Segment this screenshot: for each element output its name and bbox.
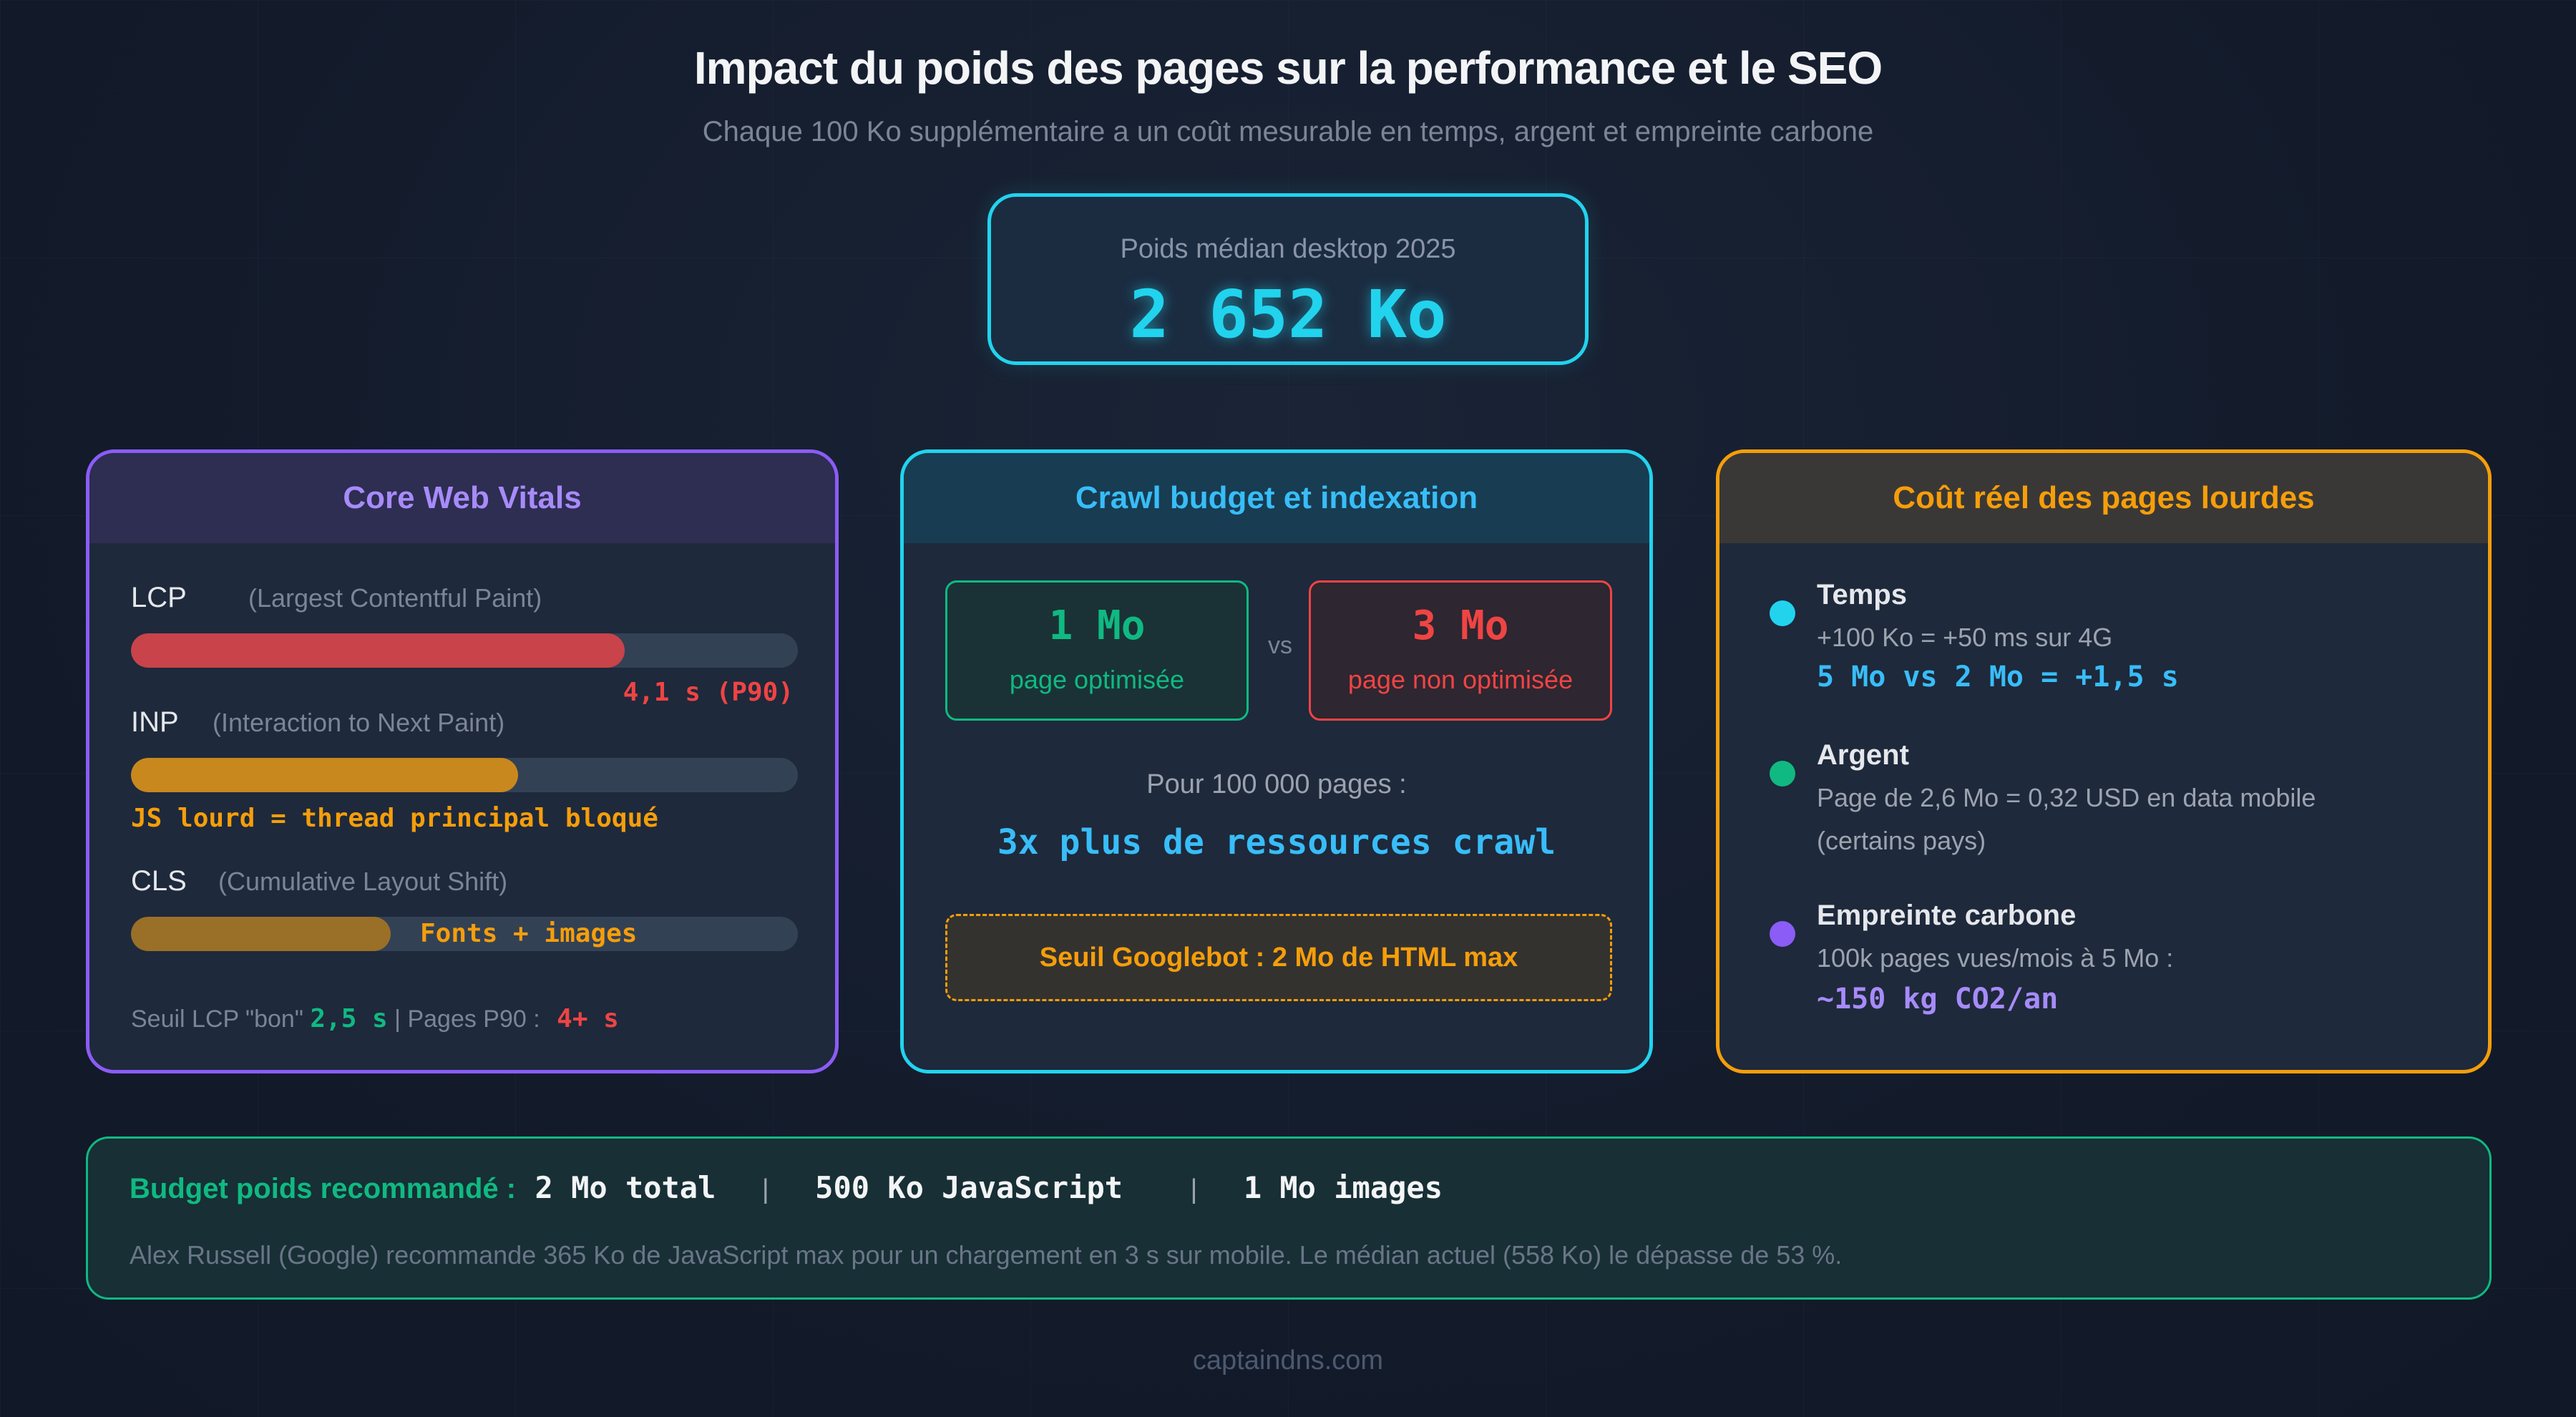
googlebot-threshold: Seuil Googlebot : 2 Mo de HTML max: [945, 914, 1612, 1001]
lcp-name: LCP: [131, 582, 187, 613]
carbon-highlight: ~150 kg CO2/an: [1817, 983, 2059, 1016]
money-title: Argent: [1817, 739, 1909, 771]
lcp-threshold-good: 2,5 s: [310, 1004, 388, 1033]
lcp-bar-fill: [131, 633, 625, 668]
carbon-title: Empreinte carbone: [1817, 900, 2077, 931]
lcp-threshold-label: Seuil LCP "bon": [131, 1005, 303, 1033]
pages-count-label: Pour 100 000 pages :: [1146, 769, 1407, 799]
optimized-page-box: 1 Mo page optimisée: [945, 580, 1249, 721]
lcp-bar-track: [131, 633, 798, 668]
lcp-threshold-bad: 4+ s: [557, 1004, 619, 1033]
inp-desc: (Interaction to Next Paint): [213, 708, 505, 737]
core-web-vitals-title: Core Web Vitals: [89, 453, 835, 543]
inp-bar-track: [131, 758, 798, 792]
budget-label: Budget poids recommandé :: [130, 1173, 517, 1204]
page-subtitle: Chaque 100 Ko supplémentaire a un coût m…: [702, 116, 1874, 147]
budget-total: 2 Mo total: [535, 1170, 716, 1205]
carbon-text: 100k pages vues/mois à 5 Mo :: [1817, 943, 2174, 973]
median-weight-box: Poids médian desktop 2025 2 652 Ko: [987, 193, 1589, 365]
vs-label: vs: [1268, 632, 1292, 659]
crawl-resources-result: 3x plus de ressources crawl: [997, 822, 1556, 862]
cls-bar-track: Fonts + images: [131, 917, 798, 951]
time-highlight: 5 Mo vs 2 Mo = +1,5 s: [1817, 661, 2179, 693]
page-title: Impact du poids des pages sur la perform…: [693, 42, 1883, 94]
inp-note: JS lourd = thread principal bloqué: [131, 804, 658, 833]
unoptimized-page-box: 3 Mo page non optimisée: [1309, 580, 1612, 721]
money-text-2: (certains pays): [1817, 826, 1986, 855]
lcp-note: 4,1 s (P90): [623, 678, 794, 707]
crawl-budget-title: Crawl budget et indexation: [904, 453, 1649, 543]
cls-desc: (Cumulative Layout Shift): [218, 867, 508, 896]
time-dot-icon: [1770, 600, 1795, 626]
lcp-threshold-sep: | Pages P90 :: [394, 1005, 540, 1033]
lcp-desc: (Largest Contentful Paint): [248, 583, 542, 613]
budget-sep-1: |: [761, 1174, 769, 1204]
budget-line: Budget poids recommandé : 2 Mo total | 5…: [130, 1170, 1443, 1205]
time-title: Temps: [1817, 579, 1907, 610]
inp-name: INP: [131, 706, 179, 738]
real-cost-title: Coût réel des pages lourdes: [1719, 453, 2488, 543]
budget-note: Alex Russell (Google) recommande 365 Ko …: [130, 1240, 1843, 1270]
budget-js: 500 Ko JavaScript: [815, 1170, 1123, 1205]
lcp-threshold-line: Seuil LCP "bon" 2,5 s | Pages P90 : 4+ s: [131, 1004, 619, 1033]
budget-sep-2: |: [1190, 1174, 1198, 1204]
crawl-budget-card: Crawl budget et indexation 1 Mo page opt…: [900, 449, 1653, 1073]
optimized-page-label: page optimisée: [1009, 665, 1185, 694]
core-web-vitals-card: Core Web Vitals LCP (Largest Contentful …: [86, 449, 839, 1073]
cls-name: CLS: [131, 865, 187, 897]
inp-bar-fill: [131, 758, 518, 792]
median-weight-label: Poids médian desktop 2025: [1120, 234, 1456, 264]
recommended-budget-banner: Budget poids recommandé : 2 Mo total | 5…: [86, 1136, 2492, 1300]
footer-domain: captaindns.com: [1192, 1345, 1384, 1375]
time-text: +100 Ko = +50 ms sur 4G: [1817, 623, 2113, 652]
carbon-dot-icon: [1770, 921, 1795, 947]
real-cost-card: Coût réel des pages lourdes Temps +100 K…: [1716, 449, 2492, 1073]
money-text: Page de 2,6 Mo = 0,32 USD en data mobile: [1817, 783, 2316, 812]
median-weight-value: 2 652 Ko: [1129, 276, 1447, 353]
cls-bar-fill: [131, 917, 391, 951]
unoptimized-page-value: 3 Mo: [1412, 603, 1509, 649]
cls-note: Fonts + images: [420, 919, 638, 948]
budget-images: 1 Mo images: [1243, 1170, 1443, 1205]
optimized-page-value: 1 Mo: [1048, 603, 1146, 649]
unoptimized-page-label: page non optimisée: [1347, 665, 1574, 694]
money-dot-icon: [1770, 761, 1795, 787]
